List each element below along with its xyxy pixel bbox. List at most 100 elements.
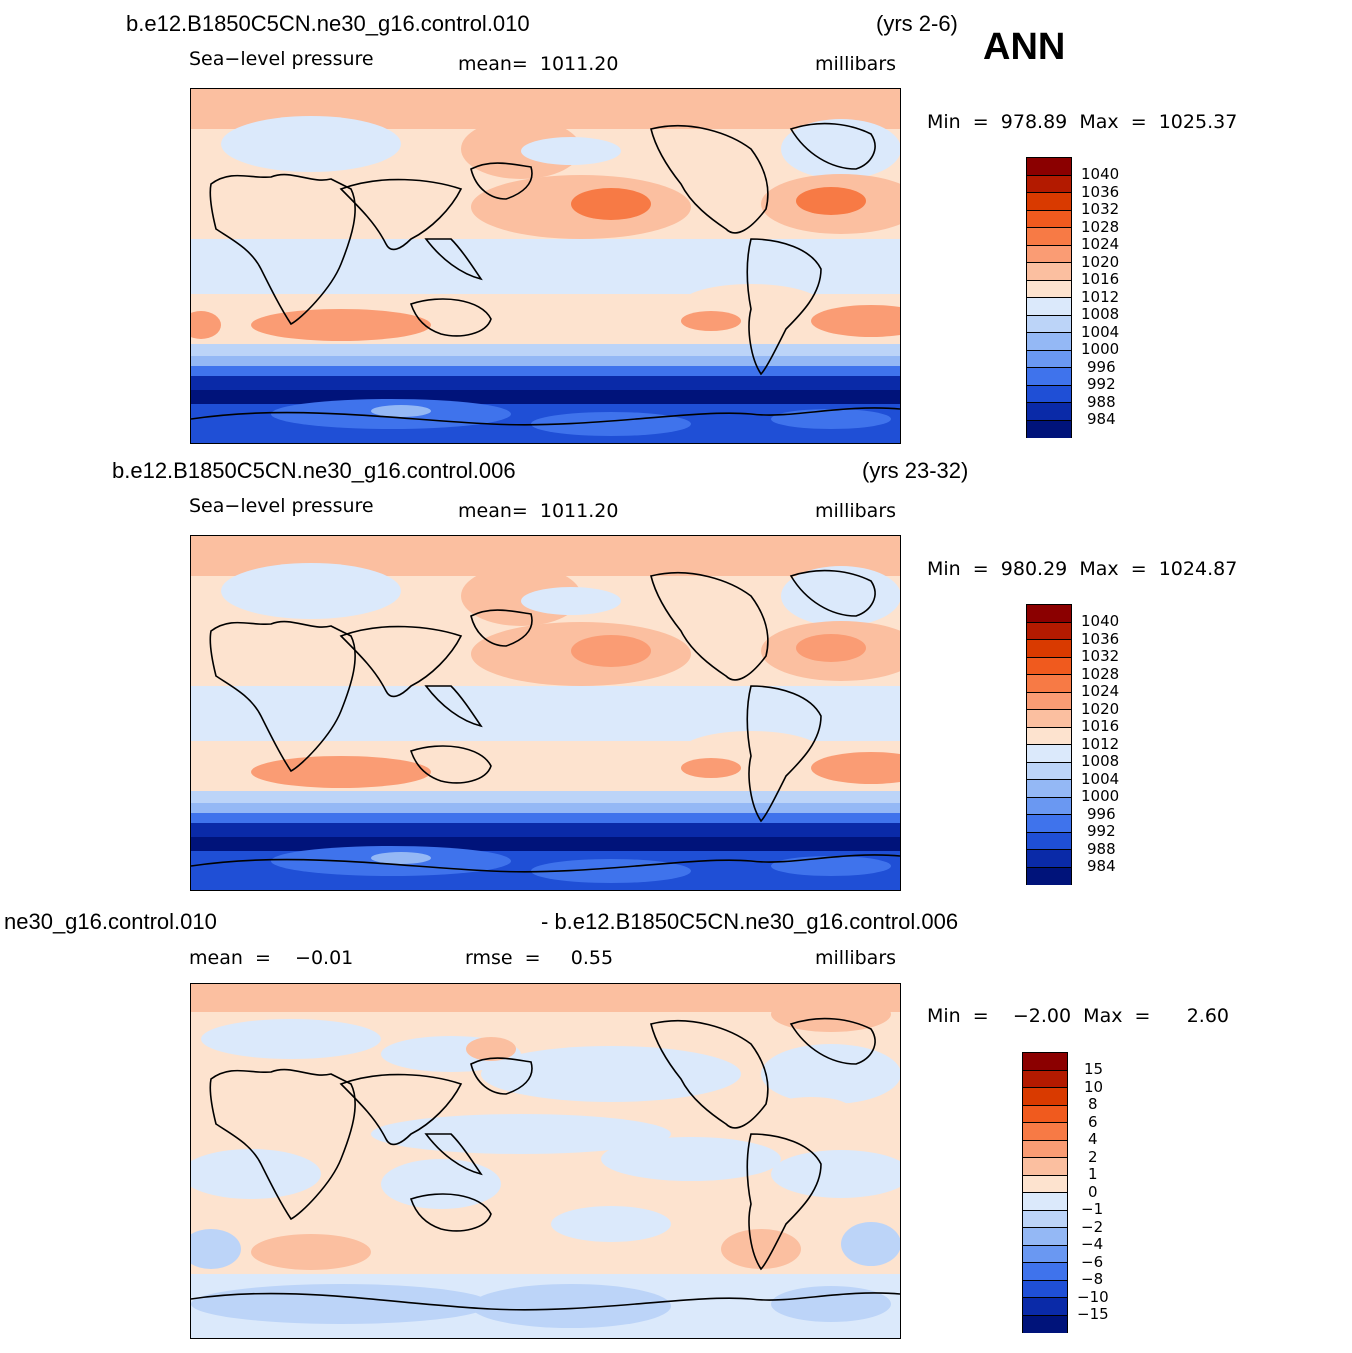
cbar-label: 1020	[1081, 253, 1120, 271]
cbar-swatch	[1027, 298, 1071, 316]
cbar-label: 1040	[1081, 612, 1120, 630]
cbar-swatch	[1027, 193, 1071, 211]
cbar-label: 1000	[1081, 340, 1120, 358]
cbar-swatch	[1027, 263, 1071, 281]
panel3-case-left: ne30_g16.control.010	[4, 909, 217, 934]
cbar-swatch	[1023, 1053, 1067, 1071]
panel2-minmax: Min = 980.29 Max = 1024.87	[927, 558, 1238, 580]
cbar-swatch	[1027, 745, 1071, 763]
cbar-label: 1012	[1081, 735, 1120, 753]
cbar-swatch	[1027, 657, 1071, 675]
cbar-label: −10	[1077, 1288, 1109, 1306]
panel3-colorbar	[1022, 1052, 1068, 1333]
cbar-swatch	[1027, 158, 1071, 176]
cbar-swatch	[1027, 832, 1071, 850]
cbar-label: 15	[1084, 1060, 1104, 1078]
cbar-label: 10	[1084, 1078, 1104, 1096]
cbar-swatch	[1023, 1263, 1067, 1281]
panel3-units: millibars	[815, 947, 897, 969]
cbar-label: 6	[1088, 1113, 1098, 1131]
cbar-swatch	[1027, 727, 1071, 745]
cbar-label: 1012	[1081, 288, 1120, 306]
panel1-units: millibars	[815, 53, 897, 75]
cbar-swatch	[1023, 1245, 1067, 1263]
panel1-map-svg	[191, 89, 900, 443]
cbar-label: −1	[1081, 1200, 1104, 1218]
cbar-swatch	[1023, 1070, 1067, 1088]
panel3-map-svg	[191, 984, 900, 1338]
cbar-label: 984	[1087, 857, 1116, 875]
cbar-swatch	[1027, 815, 1071, 833]
cbar-label: 1040	[1081, 165, 1120, 183]
panel2-case-title: b.e12.B1850C5CN.ne30_g16.control.006	[112, 458, 516, 483]
cbar-swatch	[1027, 403, 1071, 421]
cbar-label: −2	[1081, 1218, 1104, 1236]
cbar-swatch	[1027, 850, 1071, 868]
cbar-label: −15	[1077, 1305, 1109, 1323]
cbar-swatch	[1023, 1175, 1067, 1193]
cbar-swatch	[1027, 368, 1071, 386]
cbar-label: −8	[1081, 1270, 1104, 1288]
cbar-swatch	[1023, 1298, 1067, 1316]
cbar-swatch	[1023, 1088, 1067, 1106]
cbar-swatch	[1027, 605, 1071, 623]
cbar-label: 1008	[1081, 752, 1120, 770]
cbar-label: 988	[1087, 393, 1116, 411]
panel1-case-title: b.e12.B1850C5CN.ne30_g16.control.010	[126, 11, 530, 36]
cbar-label: 1032	[1081, 647, 1120, 665]
cbar-label: 992	[1087, 822, 1116, 840]
cbar-swatch	[1027, 210, 1071, 228]
cbar-label: 1004	[1081, 770, 1120, 788]
cbar-swatch	[1023, 1158, 1067, 1176]
cbar-swatch	[1027, 385, 1071, 403]
cbar-swatch	[1023, 1228, 1067, 1246]
cbar-swatch	[1027, 692, 1071, 710]
panel2-variable: Sea−level pressure	[189, 495, 374, 517]
cbar-swatch	[1027, 420, 1071, 438]
cbar-swatch	[1027, 175, 1071, 193]
cbar-swatch	[1023, 1140, 1067, 1158]
cbar-swatch	[1027, 675, 1071, 693]
cbar-label: 1004	[1081, 323, 1120, 341]
panel1-minmax: Min = 978.89 Max = 1025.37	[927, 111, 1238, 133]
panel1-map	[190, 88, 901, 444]
cbar-swatch	[1023, 1105, 1067, 1123]
panel3-rmse: rmse = 0.55	[465, 947, 614, 969]
cbar-swatch	[1023, 1280, 1067, 1298]
cbar-swatch	[1027, 640, 1071, 658]
cbar-label: 992	[1087, 375, 1116, 393]
panel1-years: (yrs 2-6)	[876, 11, 958, 36]
cbar-label: 0	[1088, 1183, 1098, 1201]
panel2-map-svg	[191, 536, 900, 890]
cbar-swatch	[1027, 867, 1071, 885]
panel2-colorbar	[1026, 604, 1072, 885]
cbar-label: 2	[1088, 1148, 1098, 1166]
panel3-minmax: Min = −2.00 Max = 2.60	[927, 1005, 1229, 1027]
cbar-swatch	[1023, 1123, 1067, 1141]
cbar-label: 1028	[1081, 218, 1120, 236]
cbar-swatch	[1027, 710, 1071, 728]
cbar-swatch	[1027, 245, 1071, 263]
cbar-label: 996	[1087, 358, 1116, 376]
cbar-label: 1024	[1081, 235, 1120, 253]
cbar-swatch	[1027, 228, 1071, 246]
cbar-swatch	[1027, 280, 1071, 298]
cbar-label: 996	[1087, 805, 1116, 823]
cbar-swatch	[1023, 1315, 1067, 1333]
cbar-label: 1036	[1081, 630, 1120, 648]
panel2-units: millibars	[815, 500, 897, 522]
panel3-map	[190, 983, 901, 1339]
cbar-swatch	[1023, 1193, 1067, 1211]
cbar-swatch	[1027, 780, 1071, 798]
cbar-label: 1020	[1081, 700, 1120, 718]
panel1-mean: mean= 1011.20	[458, 53, 619, 75]
cbar-label: 1028	[1081, 665, 1120, 683]
cbar-swatch	[1027, 762, 1071, 780]
cbar-label: 1036	[1081, 183, 1120, 201]
panel1-colorbar	[1026, 157, 1072, 438]
cbar-label: 1016	[1081, 717, 1120, 735]
cbar-label: 1000	[1081, 787, 1120, 805]
cbar-swatch	[1027, 797, 1071, 815]
panel2-years: (yrs 23-32)	[862, 458, 969, 483]
cbar-label: −6	[1081, 1253, 1104, 1271]
